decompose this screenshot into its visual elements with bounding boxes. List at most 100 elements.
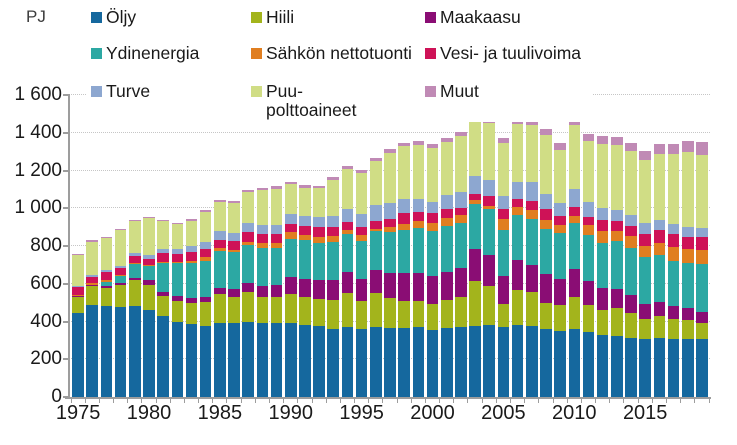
bar-2006	[511, 117, 524, 397]
bar-segment	[171, 263, 184, 297]
gridline	[71, 131, 710, 133]
bar-segment	[157, 315, 169, 397]
y-axis-tick	[63, 358, 69, 361]
bar-segment	[681, 308, 694, 320]
bar-segment	[242, 232, 255, 242]
legend-item-sähkön-nettotuonti: Sähkön nettotuonti	[251, 44, 412, 63]
bar-2015	[639, 151, 651, 397]
bar-segment	[639, 246, 651, 258]
bar-segment	[313, 299, 325, 326]
bar-2013	[611, 137, 623, 397]
bar-segment	[696, 250, 708, 265]
x-tick-label: 1995	[339, 402, 384, 424]
bar-segment	[440, 226, 453, 272]
bar-segment	[440, 218, 453, 227]
bar-segment	[228, 249, 240, 253]
bar-segment	[157, 263, 169, 292]
x-axis-tick	[354, 399, 356, 403]
bar-segment	[455, 223, 467, 268]
bar-segment	[143, 310, 155, 397]
y-axis-tick	[63, 396, 69, 398]
bar-segment	[511, 207, 524, 215]
x-axis-tick	[311, 399, 313, 403]
bar-segment	[100, 281, 113, 287]
bar-segment	[370, 205, 382, 221]
bar-segment	[554, 279, 566, 306]
x-axis-tick	[538, 399, 540, 403]
bar-segment	[100, 271, 113, 280]
bar-segment	[696, 227, 708, 238]
bar-segment	[639, 233, 651, 247]
bar-segment	[157, 219, 169, 221]
bar-segment	[299, 296, 311, 326]
bar-segment	[653, 153, 666, 220]
bar-segment	[129, 220, 141, 254]
bar-segment	[455, 136, 467, 193]
bar-segment	[696, 323, 708, 340]
x-axis-tick	[98, 399, 100, 403]
bar-segment	[696, 264, 708, 312]
bar-segment	[242, 223, 255, 233]
bar-segment	[370, 230, 382, 270]
bar-2004	[483, 117, 496, 397]
bar-segment	[129, 280, 141, 307]
bar-segment	[611, 241, 623, 289]
bar-1994	[341, 166, 354, 397]
bar-segment	[426, 303, 439, 330]
bar-segment	[611, 220, 623, 231]
bar-segment	[171, 222, 184, 225]
bar-1984	[199, 209, 212, 397]
bar-1989	[270, 186, 283, 397]
bar-segment	[653, 144, 666, 154]
bar-segment	[114, 229, 127, 266]
bar-segment	[554, 305, 566, 331]
bar-segment	[72, 295, 84, 297]
bar-segment	[568, 296, 581, 330]
bar-segment	[256, 248, 269, 287]
bar-segment	[540, 302, 552, 330]
bar-segment	[256, 323, 269, 397]
x-axis-tick	[410, 399, 412, 403]
bar-segment	[625, 235, 637, 248]
bar-1986	[228, 200, 240, 397]
bar-segment	[299, 215, 311, 227]
x-axis-tick	[127, 399, 129, 403]
bar-segment	[596, 208, 609, 220]
y-tick-label: 400	[30, 310, 62, 332]
bar-segment	[611, 230, 623, 242]
bar-segment	[214, 231, 226, 240]
bar-segment	[129, 278, 141, 281]
bar-segment	[299, 240, 311, 280]
bar-segment	[667, 306, 680, 319]
bar-segment	[143, 265, 155, 267]
bar-segment	[497, 196, 510, 210]
bar-segment	[412, 141, 425, 146]
bar-segment	[256, 190, 269, 226]
bar-segment	[398, 230, 410, 274]
bar-segment	[157, 296, 169, 316]
bar-segment	[681, 140, 694, 153]
bar-1988	[256, 188, 269, 397]
bar-segment	[426, 143, 439, 148]
bar-segment	[611, 137, 623, 146]
bar-segment	[313, 188, 325, 217]
bar-segment	[455, 327, 467, 397]
bar-segment	[72, 253, 84, 255]
bar-segment	[582, 234, 595, 281]
legend-label: Öljy	[106, 7, 137, 27]
bar-segment	[214, 251, 226, 288]
x-axis-tick	[694, 399, 696, 403]
bar-segment	[284, 224, 297, 232]
y-axis-tick	[63, 320, 69, 323]
bar-segment	[185, 220, 198, 246]
x-tick-label: 2015	[622, 402, 668, 424]
bar-segment	[568, 268, 581, 297]
bar-segment	[440, 271, 453, 300]
bar-segment	[100, 286, 113, 288]
y-axis-unit-label: PJ	[26, 7, 46, 26]
bar-segment	[143, 255, 155, 259]
legend-item-maakaasu: Maakaasu	[425, 8, 521, 27]
bar-segment	[72, 312, 84, 397]
bar-segment	[667, 338, 680, 397]
